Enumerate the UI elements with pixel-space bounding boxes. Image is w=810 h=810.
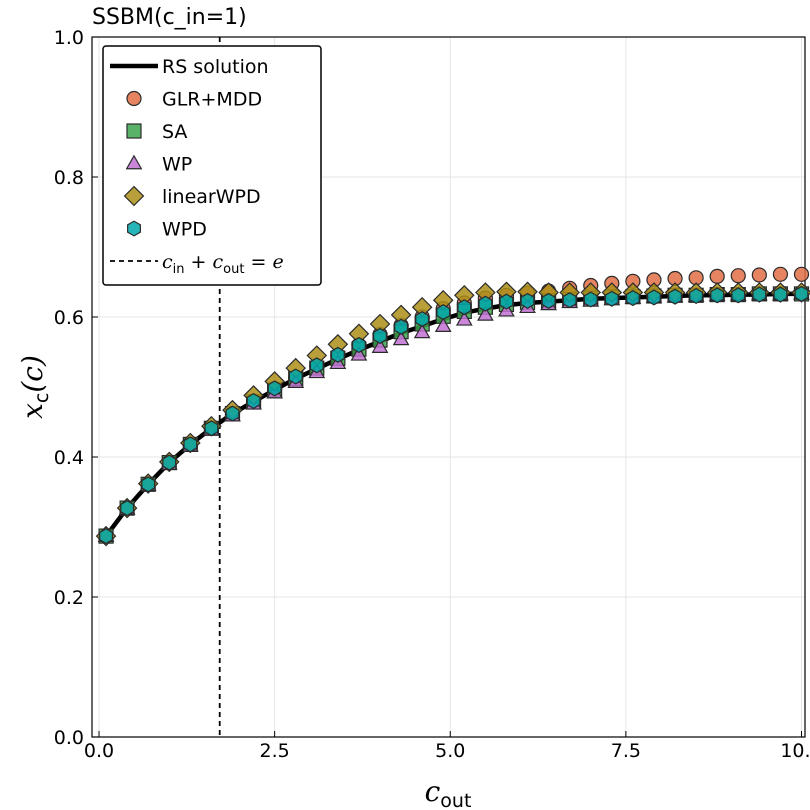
data-point <box>373 327 387 344</box>
data-point <box>350 345 368 361</box>
data-point <box>436 304 451 321</box>
data-point <box>204 420 219 437</box>
data-point <box>668 288 683 305</box>
data-point <box>709 268 725 284</box>
y-tick-label: 0.8 <box>54 167 84 189</box>
axis-ticks: 0.0 2.5 5.0 7.5 10.0 0.0 0.2 0.4 0.6 0.8 1.0 <box>54 27 810 762</box>
data-point <box>499 293 514 310</box>
legend-label: SA <box>162 121 187 143</box>
data-point <box>793 266 810 282</box>
legend-marker <box>126 123 142 139</box>
data-point <box>394 318 409 335</box>
series-linearwpd <box>95 281 810 547</box>
data-point <box>99 528 114 545</box>
series-wpd <box>99 285 809 545</box>
legend: RS solution GLR+MDD SA WP linearWPD WPD cin + … <box>102 45 322 286</box>
data-point <box>455 310 473 326</box>
plot-frame <box>91 36 806 738</box>
legend-marker <box>123 185 145 207</box>
rs-solution-line <box>104 291 802 538</box>
data-point <box>751 267 767 283</box>
data-point <box>246 392 261 410</box>
y-tick-label: 0.4 <box>54 447 84 469</box>
data-point <box>730 268 746 284</box>
data-point <box>520 292 535 309</box>
x-tick-label: 5.0 <box>435 740 465 762</box>
data-point <box>413 323 431 339</box>
data-point <box>371 338 389 353</box>
y-tick-label: 0.0 <box>54 727 84 749</box>
data-point <box>225 405 240 422</box>
x-tick-label: 10.0 <box>780 740 810 762</box>
data-point <box>794 285 809 302</box>
data-point <box>752 286 767 303</box>
data-point <box>583 291 598 308</box>
series-glr-mdd <box>98 266 810 544</box>
data-point <box>162 454 177 471</box>
chart-title: SSBM(c_in=1) <box>92 5 247 30</box>
y-tick-label: 0.6 <box>54 307 84 329</box>
data-point <box>541 292 556 309</box>
data-point <box>647 289 661 306</box>
legend-box <box>102 45 322 286</box>
data-point <box>689 287 704 305</box>
data-point <box>625 290 640 307</box>
data-point <box>457 299 472 316</box>
y-axis-label: xc(c) <box>16 355 53 419</box>
x-tick-label: 7.5 <box>611 740 641 762</box>
data-point <box>183 436 198 453</box>
data-point <box>773 286 788 303</box>
x-tick-label: 2.5 <box>260 740 290 762</box>
data-point <box>434 317 452 332</box>
axis-labels: cout xc(c) <box>16 355 471 810</box>
legend-label: GLR+MDD <box>162 89 262 111</box>
x-axis-label: cout <box>425 775 472 810</box>
legend-label: WP <box>162 154 192 176</box>
data-point <box>478 295 493 312</box>
data-point <box>288 368 303 385</box>
legend-label: linearWPD <box>162 186 261 208</box>
legend-marker <box>127 220 141 237</box>
series-sa <box>98 286 810 544</box>
data-point <box>710 287 725 304</box>
x-tick-label: 0.0 <box>84 740 114 762</box>
series-layer <box>95 266 810 547</box>
data-point <box>141 476 156 493</box>
data-point <box>772 266 789 282</box>
data-point <box>562 292 577 309</box>
data-point <box>330 346 345 363</box>
legend-label: WPD <box>162 219 207 241</box>
plot-area <box>91 36 806 738</box>
legend-marker <box>126 90 142 107</box>
data-point <box>392 330 410 346</box>
y-tick-label: 0.2 <box>54 587 84 609</box>
legend-vline-label: cin + cout = e <box>162 251 284 277</box>
data-point <box>731 287 746 304</box>
y-tick-label: 1.0 <box>54 27 84 49</box>
data-point <box>267 380 282 397</box>
series-wp <box>97 284 810 542</box>
data-point <box>476 305 494 321</box>
legend-label: RS solution <box>162 56 269 78</box>
data-point <box>415 311 430 328</box>
legend-marker <box>125 154 143 170</box>
data-point <box>604 290 619 307</box>
data-point <box>309 357 324 374</box>
data-point <box>120 500 135 517</box>
data-point <box>351 336 366 354</box>
